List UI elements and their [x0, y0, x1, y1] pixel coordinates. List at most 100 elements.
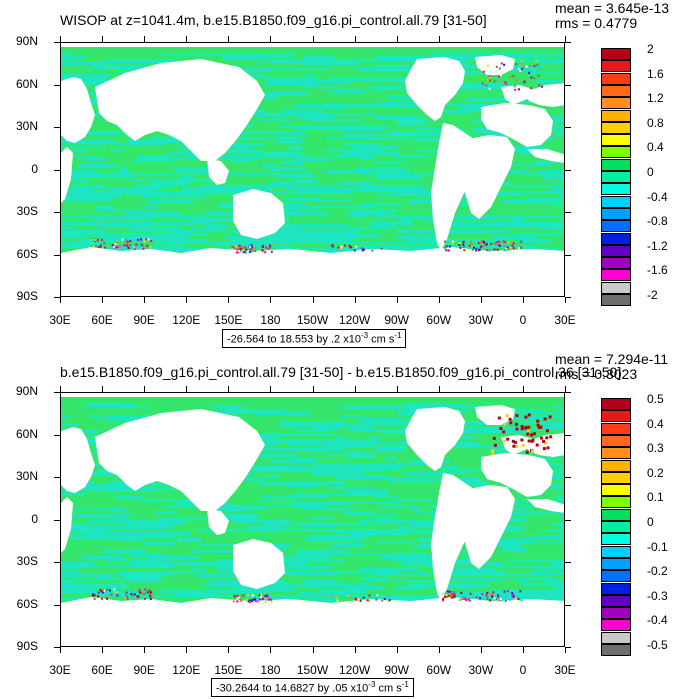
x-tick-mark	[522, 36, 524, 42]
legend-label: 0	[647, 515, 654, 529]
y-tick-label: 90N	[15, 384, 38, 398]
x-tick-mark	[522, 297, 524, 303]
y-tick-mark	[565, 254, 571, 256]
x-tick-mark	[480, 386, 482, 392]
y-tick-mark	[54, 604, 60, 606]
x-tick-label: 150E	[214, 313, 243, 327]
map-plot[interactable]	[60, 42, 565, 297]
y-tick-mark	[54, 519, 60, 521]
rms-value: rms = 0.4779	[555, 15, 638, 31]
y-tick-mark	[54, 434, 60, 436]
legend-label: 0	[647, 165, 654, 179]
legend-swatch	[601, 434, 631, 447]
x-tick-label: 30E	[554, 663, 576, 677]
legend-swatch	[601, 269, 631, 282]
x-tick-mark	[438, 647, 440, 653]
legend-label: 1.2	[647, 91, 664, 106]
map-plot[interactable]	[60, 392, 565, 647]
x-tick-mark	[354, 386, 356, 392]
y-tick-label: 0	[31, 511, 38, 526]
range-label: -26.564 to 18.553 by .2 x10-3 cm s-1	[222, 329, 407, 348]
y-tick-mark	[54, 169, 60, 171]
x-tick-mark	[480, 297, 482, 303]
panel-title: WISOP at z=1041.4m, b.e15.B1850.f09_g16.…	[60, 12, 487, 28]
y-tick-label: 30N	[15, 119, 38, 133]
legend-swatch	[601, 60, 631, 73]
x-tick-label: 30E	[49, 313, 71, 327]
noise-layer	[91, 60, 543, 254]
legend-swatch	[601, 521, 631, 533]
legend-swatch	[601, 257, 631, 270]
x-tick-mark	[354, 36, 356, 42]
x-tick-label: 150E	[214, 663, 243, 677]
legend-label: 0.8	[647, 115, 664, 130]
legend-swatch	[601, 158, 631, 171]
y-tick-label: 30N	[15, 469, 38, 483]
x-tick-mark	[144, 647, 146, 653]
x-tick-mark	[186, 297, 188, 303]
legend-swatch	[601, 232, 631, 245]
x-tick-mark	[102, 36, 104, 42]
y-tick-mark	[54, 254, 60, 256]
x-tick-mark	[144, 297, 146, 303]
x-tick-label: 0	[519, 313, 527, 327]
x-tick-mark	[144, 36, 146, 42]
x-tick-label: 30W	[468, 663, 494, 677]
x-tick-label: 30W	[468, 313, 494, 327]
x-tick-label: 150W	[296, 663, 329, 677]
legend-label: -0.8	[647, 214, 668, 229]
legend-swatch	[601, 109, 631, 122]
y-tick-mark	[565, 519, 571, 521]
x-tick-mark	[354, 647, 356, 653]
y-tick-mark	[54, 477, 60, 478]
x-tick-label: 30E	[49, 663, 71, 677]
legend-swatch	[601, 220, 631, 233]
legend-swatch	[601, 207, 631, 220]
x-tick-label: 60E	[91, 663, 113, 677]
x-tick-mark	[270, 386, 272, 392]
legend-swatch	[601, 244, 631, 257]
y-tick-label: 90S	[16, 639, 38, 653]
x-tick-mark	[312, 36, 314, 42]
legend-label: -0.3	[647, 588, 668, 603]
y-tick-label: 60S	[16, 596, 38, 611]
y-tick-mark	[54, 212, 60, 213]
x-tick-mark	[270, 36, 272, 42]
y-tick-label: 30S	[16, 554, 38, 568]
legend-swatch	[601, 447, 631, 460]
legend-swatch	[601, 121, 631, 134]
x-tick-label: 30E	[554, 313, 576, 327]
y-tick-mark	[565, 477, 571, 478]
x-tick-mark	[396, 36, 398, 42]
x-tick-label: 120E	[172, 313, 201, 327]
x-tick-mark	[396, 647, 398, 653]
legend-label: 2	[647, 42, 654, 56]
stats-readout: mean = 7.294e-11 rms = 0.3023	[555, 352, 668, 382]
x-tick-mark	[565, 297, 566, 303]
y-tick-label: 0	[31, 161, 38, 176]
legend-swatch	[601, 594, 631, 607]
legend-label: 0.4	[647, 416, 664, 431]
legend-swatch	[601, 471, 631, 484]
x-tick-mark	[312, 386, 314, 392]
y-tick-mark	[565, 42, 571, 43]
x-tick-mark	[565, 647, 566, 653]
x-tick-mark	[102, 386, 104, 392]
x-tick-mark	[144, 386, 146, 392]
x-tick-mark	[270, 297, 272, 303]
y-tick-mark	[565, 434, 571, 436]
y-tick-mark	[565, 169, 571, 171]
top-panel: WISOP at z=1041.4m, b.e15.B1850.f09_g16.…	[15, 1, 669, 348]
x-tick-mark	[480, 647, 482, 653]
x-tick-mark	[438, 297, 440, 303]
legend-swatch	[601, 84, 631, 97]
y-tick-mark	[54, 84, 60, 86]
x-tick-label: 180	[260, 663, 281, 677]
range-label: -30.2644 to 14.6827 by .05 x10-3 cm s-1	[211, 678, 414, 697]
legend-label: 0.1	[647, 490, 664, 505]
y-tick-mark	[565, 562, 571, 563]
mean-value: mean = 7.294e-11	[555, 351, 668, 367]
x-tick-label: 120W	[338, 313, 371, 327]
x-tick-mark	[228, 36, 230, 42]
x-tick-mark	[438, 386, 440, 392]
